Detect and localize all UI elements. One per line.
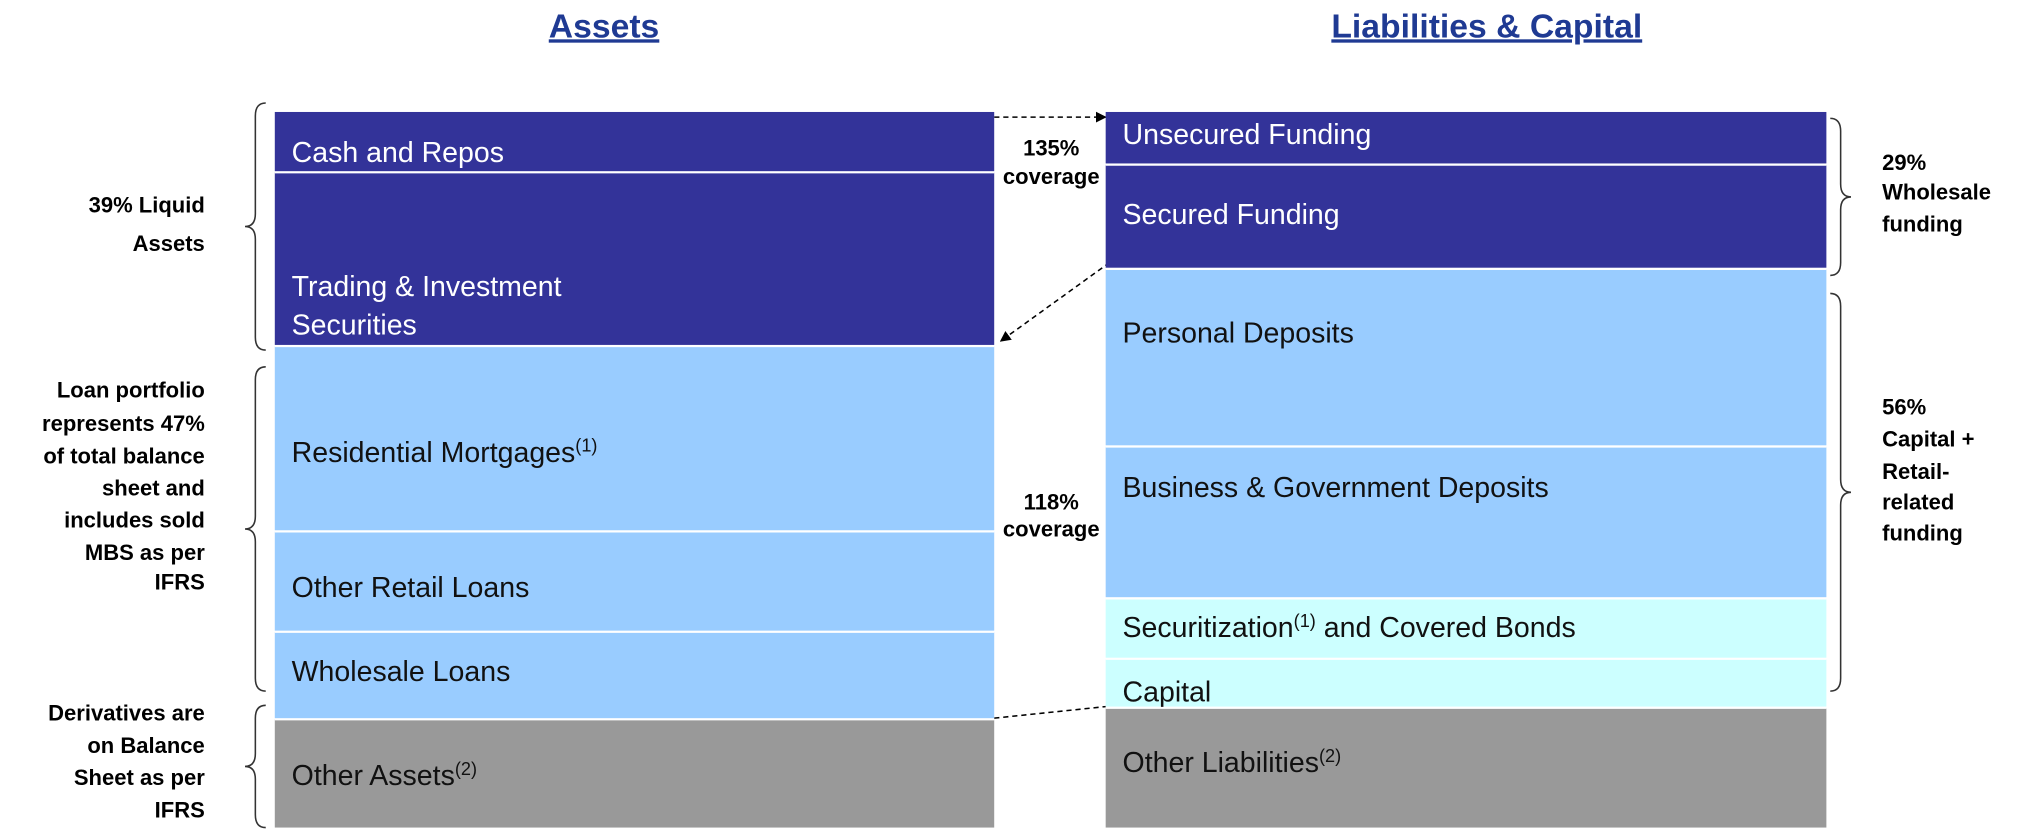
note: (2): [1319, 746, 1341, 766]
block: [274, 111, 995, 172]
annotation: 39% Liquid: [89, 192, 205, 217]
brace: [244, 102, 266, 351]
note: (2): [455, 759, 477, 779]
annotation: related: [1882, 490, 1954, 515]
brace: [1830, 292, 1852, 692]
block-label: Secured Funding: [1123, 199, 1340, 231]
label-part: Other Liabilities: [1123, 747, 1319, 779]
assets-title: Assets: [549, 8, 660, 45]
note: and Covered Bonds: [1316, 612, 1576, 644]
label-part: Personal Deposits: [1123, 317, 1354, 349]
block-label: Other Assets(2): [292, 759, 477, 792]
annotation: 56%: [1882, 394, 1926, 419]
block: [274, 631, 995, 719]
block: [1105, 707, 1827, 828]
note: (1): [575, 436, 597, 456]
annotation: MBS as per: [85, 540, 205, 565]
label-part: Secured Funding: [1123, 199, 1340, 231]
annotation: Retail-: [1882, 459, 1949, 484]
block-label: Capital: [1123, 677, 1212, 709]
block: [274, 719, 995, 828]
annotation: Assets: [133, 231, 205, 256]
annotation: 29%: [1882, 150, 1926, 175]
coverage-label: 118%: [1024, 490, 1079, 515]
label-part: Other Assets: [292, 760, 455, 792]
block: [1105, 658, 1827, 707]
brace: [244, 366, 266, 692]
block: [1105, 446, 1827, 598]
block-label: Personal Deposits: [1123, 317, 1354, 349]
annotation: Wholesale: [1882, 180, 1991, 205]
annotation: Sheet as per: [74, 765, 205, 790]
coverage-label: coverage: [1003, 164, 1100, 189]
label-part: Capital: [1123, 677, 1212, 709]
block: [1105, 598, 1827, 658]
annotation: funding: [1882, 212, 1963, 237]
label-part: Unsecured Funding: [1123, 119, 1372, 151]
block-label: Securities: [292, 310, 417, 342]
block-label: Trading & Investment: [292, 271, 562, 303]
block-label: Other Retail Loans: [292, 572, 530, 604]
annotation: Capital +: [1882, 427, 1974, 452]
annotation: sheet and: [102, 476, 205, 501]
coverage-arrow: [999, 261, 1111, 342]
label-part: Business & Government Deposits: [1123, 472, 1549, 504]
block-label: Business & Government Deposits: [1123, 472, 1549, 504]
block-label: Wholesale Loans: [292, 656, 511, 688]
annotation: Derivatives are: [48, 701, 205, 726]
label-part: Cash and Repos: [292, 137, 504, 169]
liabilities-title: Liabilities & Capital: [1331, 8, 1642, 45]
label-part: Wholesale Loans: [292, 656, 511, 688]
annotation: IFRS: [155, 797, 205, 822]
annotation: represents 47%: [42, 411, 205, 436]
annotation: funding: [1882, 521, 1963, 546]
coverage-label: 135%: [1023, 136, 1079, 161]
block: [1105, 268, 1827, 446]
label-part: Other Retail Loans: [292, 572, 530, 604]
block-label: Securitization(1) and Covered Bonds: [1123, 611, 1576, 644]
coverage-label: coverage: [1003, 517, 1100, 542]
brace: [244, 704, 266, 829]
block-label: Residential Mortgages(1): [292, 436, 598, 469]
block-label: Cash and Repos: [292, 137, 504, 169]
block: [274, 531, 995, 631]
annotation: of total balance: [43, 443, 204, 468]
annotation: on Balance: [87, 733, 204, 758]
block: [274, 172, 995, 345]
label-part: Residential Mortgages: [292, 437, 576, 469]
label-part: Securitization: [1123, 612, 1294, 644]
block-label: Other Liabilities(2): [1123, 746, 1342, 779]
block: [274, 346, 995, 531]
brace: [1830, 117, 1852, 277]
block: [1105, 164, 1827, 268]
block: [1105, 111, 1827, 164]
annotation: includes sold: [64, 508, 205, 533]
block-label: Unsecured Funding: [1123, 119, 1372, 151]
annotation: IFRS: [155, 570, 205, 595]
annotation: Loan portfolio: [57, 378, 205, 403]
note: (1): [1294, 611, 1316, 631]
connector-line: [994, 705, 1106, 719]
